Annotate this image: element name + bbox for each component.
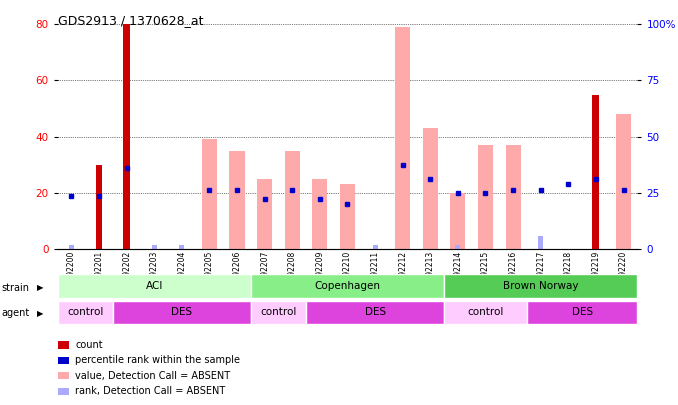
Bar (395, 27, 410, 249)
Text: ▶: ▶ (37, 283, 44, 292)
Bar (593, 94, 599, 249)
Text: control: control (260, 307, 297, 317)
Bar (444, 274, 637, 298)
Text: DES: DES (365, 307, 386, 317)
Bar (229, 151, 245, 249)
Text: control: control (67, 307, 104, 317)
Bar (422, 128, 438, 249)
Text: Copenhagen: Copenhagen (315, 281, 380, 291)
Text: percentile rank within the sample: percentile rank within the sample (75, 356, 240, 365)
Text: strain: strain (1, 283, 29, 292)
Bar (527, 301, 637, 324)
Text: count: count (75, 340, 103, 350)
Text: DES: DES (172, 307, 193, 317)
Bar (313, 179, 327, 249)
Text: ▶: ▶ (37, 309, 44, 318)
Text: DES: DES (572, 307, 593, 317)
Bar (58, 388, 69, 395)
Bar (152, 245, 157, 249)
Text: control: control (467, 307, 504, 317)
Bar (58, 301, 113, 324)
Bar (202, 139, 217, 249)
Bar (538, 236, 543, 249)
Bar (506, 145, 521, 249)
Bar (123, 24, 130, 249)
Bar (96, 165, 102, 249)
Bar (180, 245, 184, 249)
Bar (251, 301, 306, 324)
Bar (58, 341, 69, 349)
Bar (616, 114, 631, 249)
Text: ACI: ACI (146, 281, 163, 291)
Bar (340, 184, 355, 249)
Bar (69, 245, 74, 249)
Bar (251, 274, 444, 298)
Bar (478, 145, 493, 249)
Bar (456, 245, 460, 249)
Bar (96, 245, 102, 249)
Text: GDS2913 / 1370628_at: GDS2913 / 1370628_at (58, 14, 203, 27)
Bar (58, 357, 69, 364)
Bar (444, 301, 527, 324)
Bar (58, 372, 69, 379)
Bar (285, 151, 300, 249)
Bar (58, 274, 251, 298)
Text: rank, Detection Call = ABSENT: rank, Detection Call = ABSENT (75, 386, 226, 396)
Bar (450, 193, 466, 249)
Text: value, Detection Call = ABSENT: value, Detection Call = ABSENT (75, 371, 231, 381)
Bar (257, 179, 273, 249)
Bar (306, 301, 444, 324)
Bar (373, 245, 378, 249)
Bar (113, 301, 251, 324)
Text: Brown Norway: Brown Norway (503, 281, 578, 291)
Text: agent: agent (1, 308, 30, 318)
